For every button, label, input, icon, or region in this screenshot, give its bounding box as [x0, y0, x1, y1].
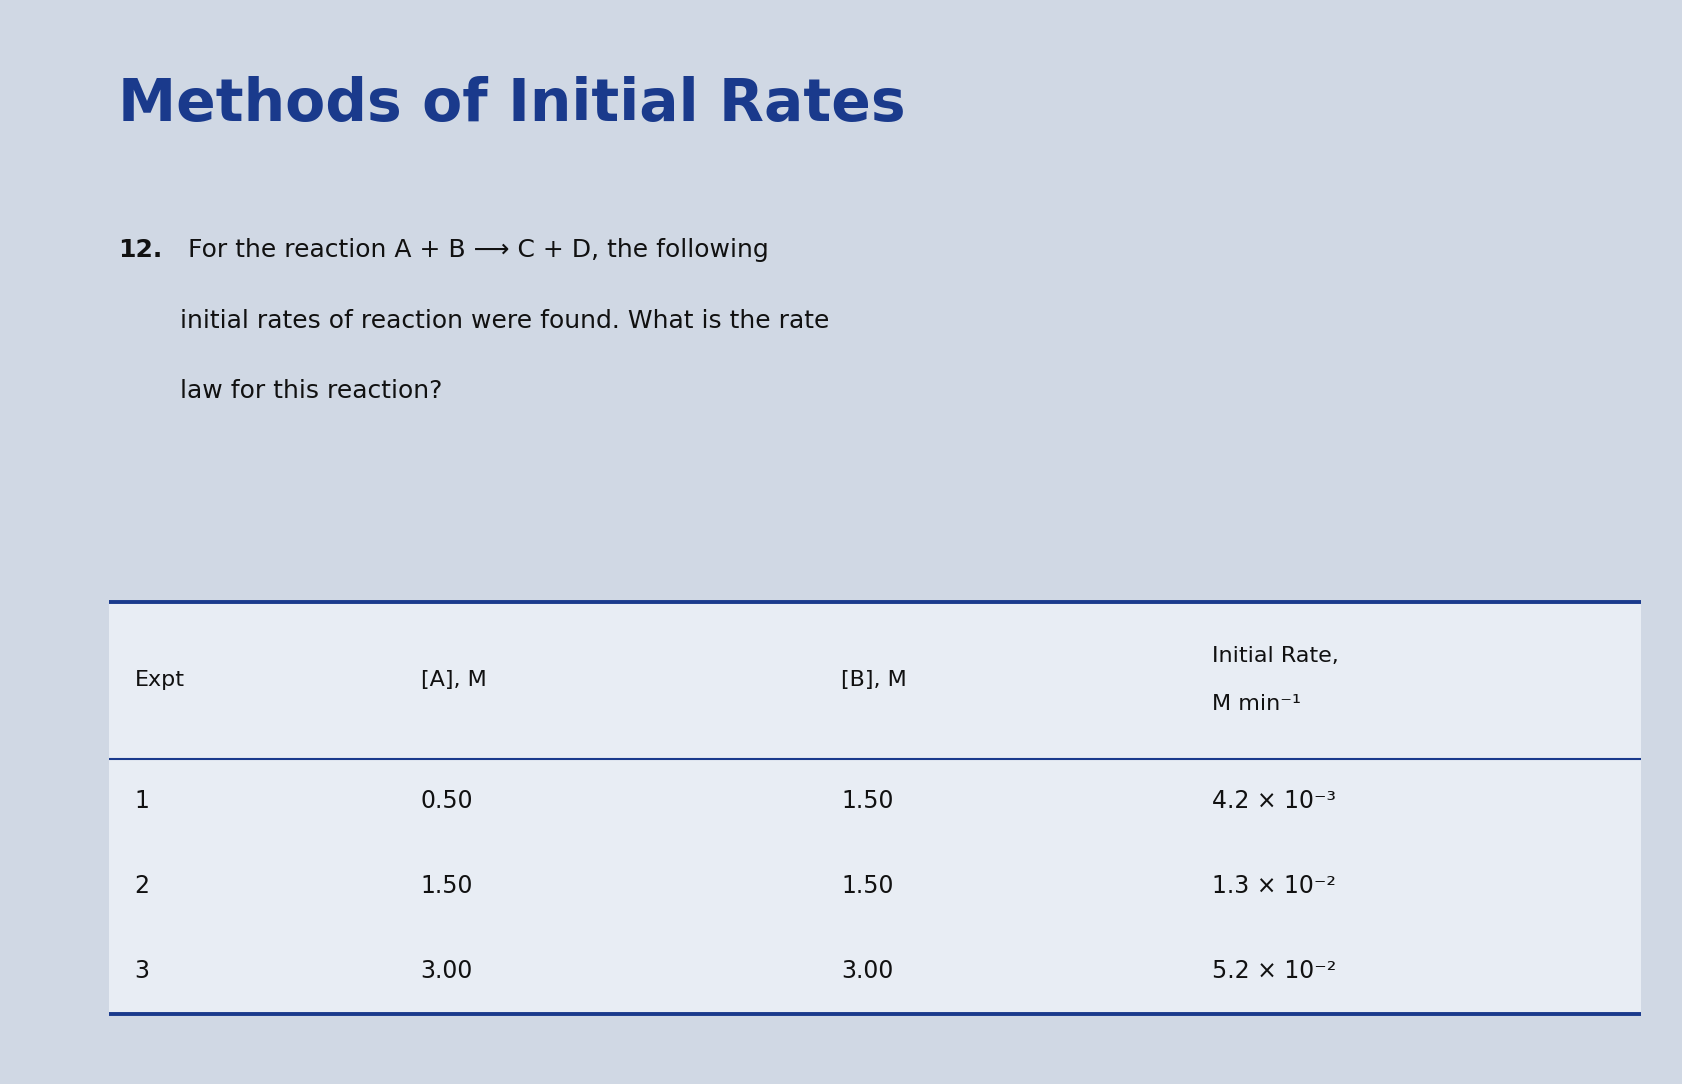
FancyBboxPatch shape [109, 602, 1640, 1014]
Text: 1: 1 [135, 789, 150, 813]
Text: Expt: Expt [135, 670, 185, 691]
Text: [B], M: [B], M [841, 670, 907, 691]
Text: 12.: 12. [118, 238, 161, 262]
Text: 4.2 × 10⁻³: 4.2 × 10⁻³ [1211, 789, 1336, 813]
Text: 1.50: 1.50 [841, 789, 893, 813]
Text: 1.50: 1.50 [841, 874, 893, 899]
Text: For the reaction A + B ⟶ C + D, the following: For the reaction A + B ⟶ C + D, the foll… [180, 238, 769, 262]
Text: 2: 2 [135, 874, 150, 899]
Text: Methods of Initial Rates: Methods of Initial Rates [118, 76, 905, 133]
Text: 1.3 × 10⁻²: 1.3 × 10⁻² [1211, 874, 1336, 899]
Text: initial rates of reaction were found. What is the rate: initial rates of reaction were found. Wh… [180, 309, 829, 333]
Text: law for this reaction?: law for this reaction? [180, 379, 442, 403]
Text: 3.00: 3.00 [841, 959, 893, 983]
Text: Initial Rate,: Initial Rate, [1211, 646, 1337, 667]
Text: 1.50: 1.50 [420, 874, 473, 899]
Text: 3: 3 [135, 959, 150, 983]
Text: 0.50: 0.50 [420, 789, 473, 813]
Text: M min⁻¹: M min⁻¹ [1211, 694, 1300, 714]
Text: 3.00: 3.00 [420, 959, 473, 983]
Text: 5.2 × 10⁻²: 5.2 × 10⁻² [1211, 959, 1336, 983]
Text: [A], M: [A], M [420, 670, 486, 691]
